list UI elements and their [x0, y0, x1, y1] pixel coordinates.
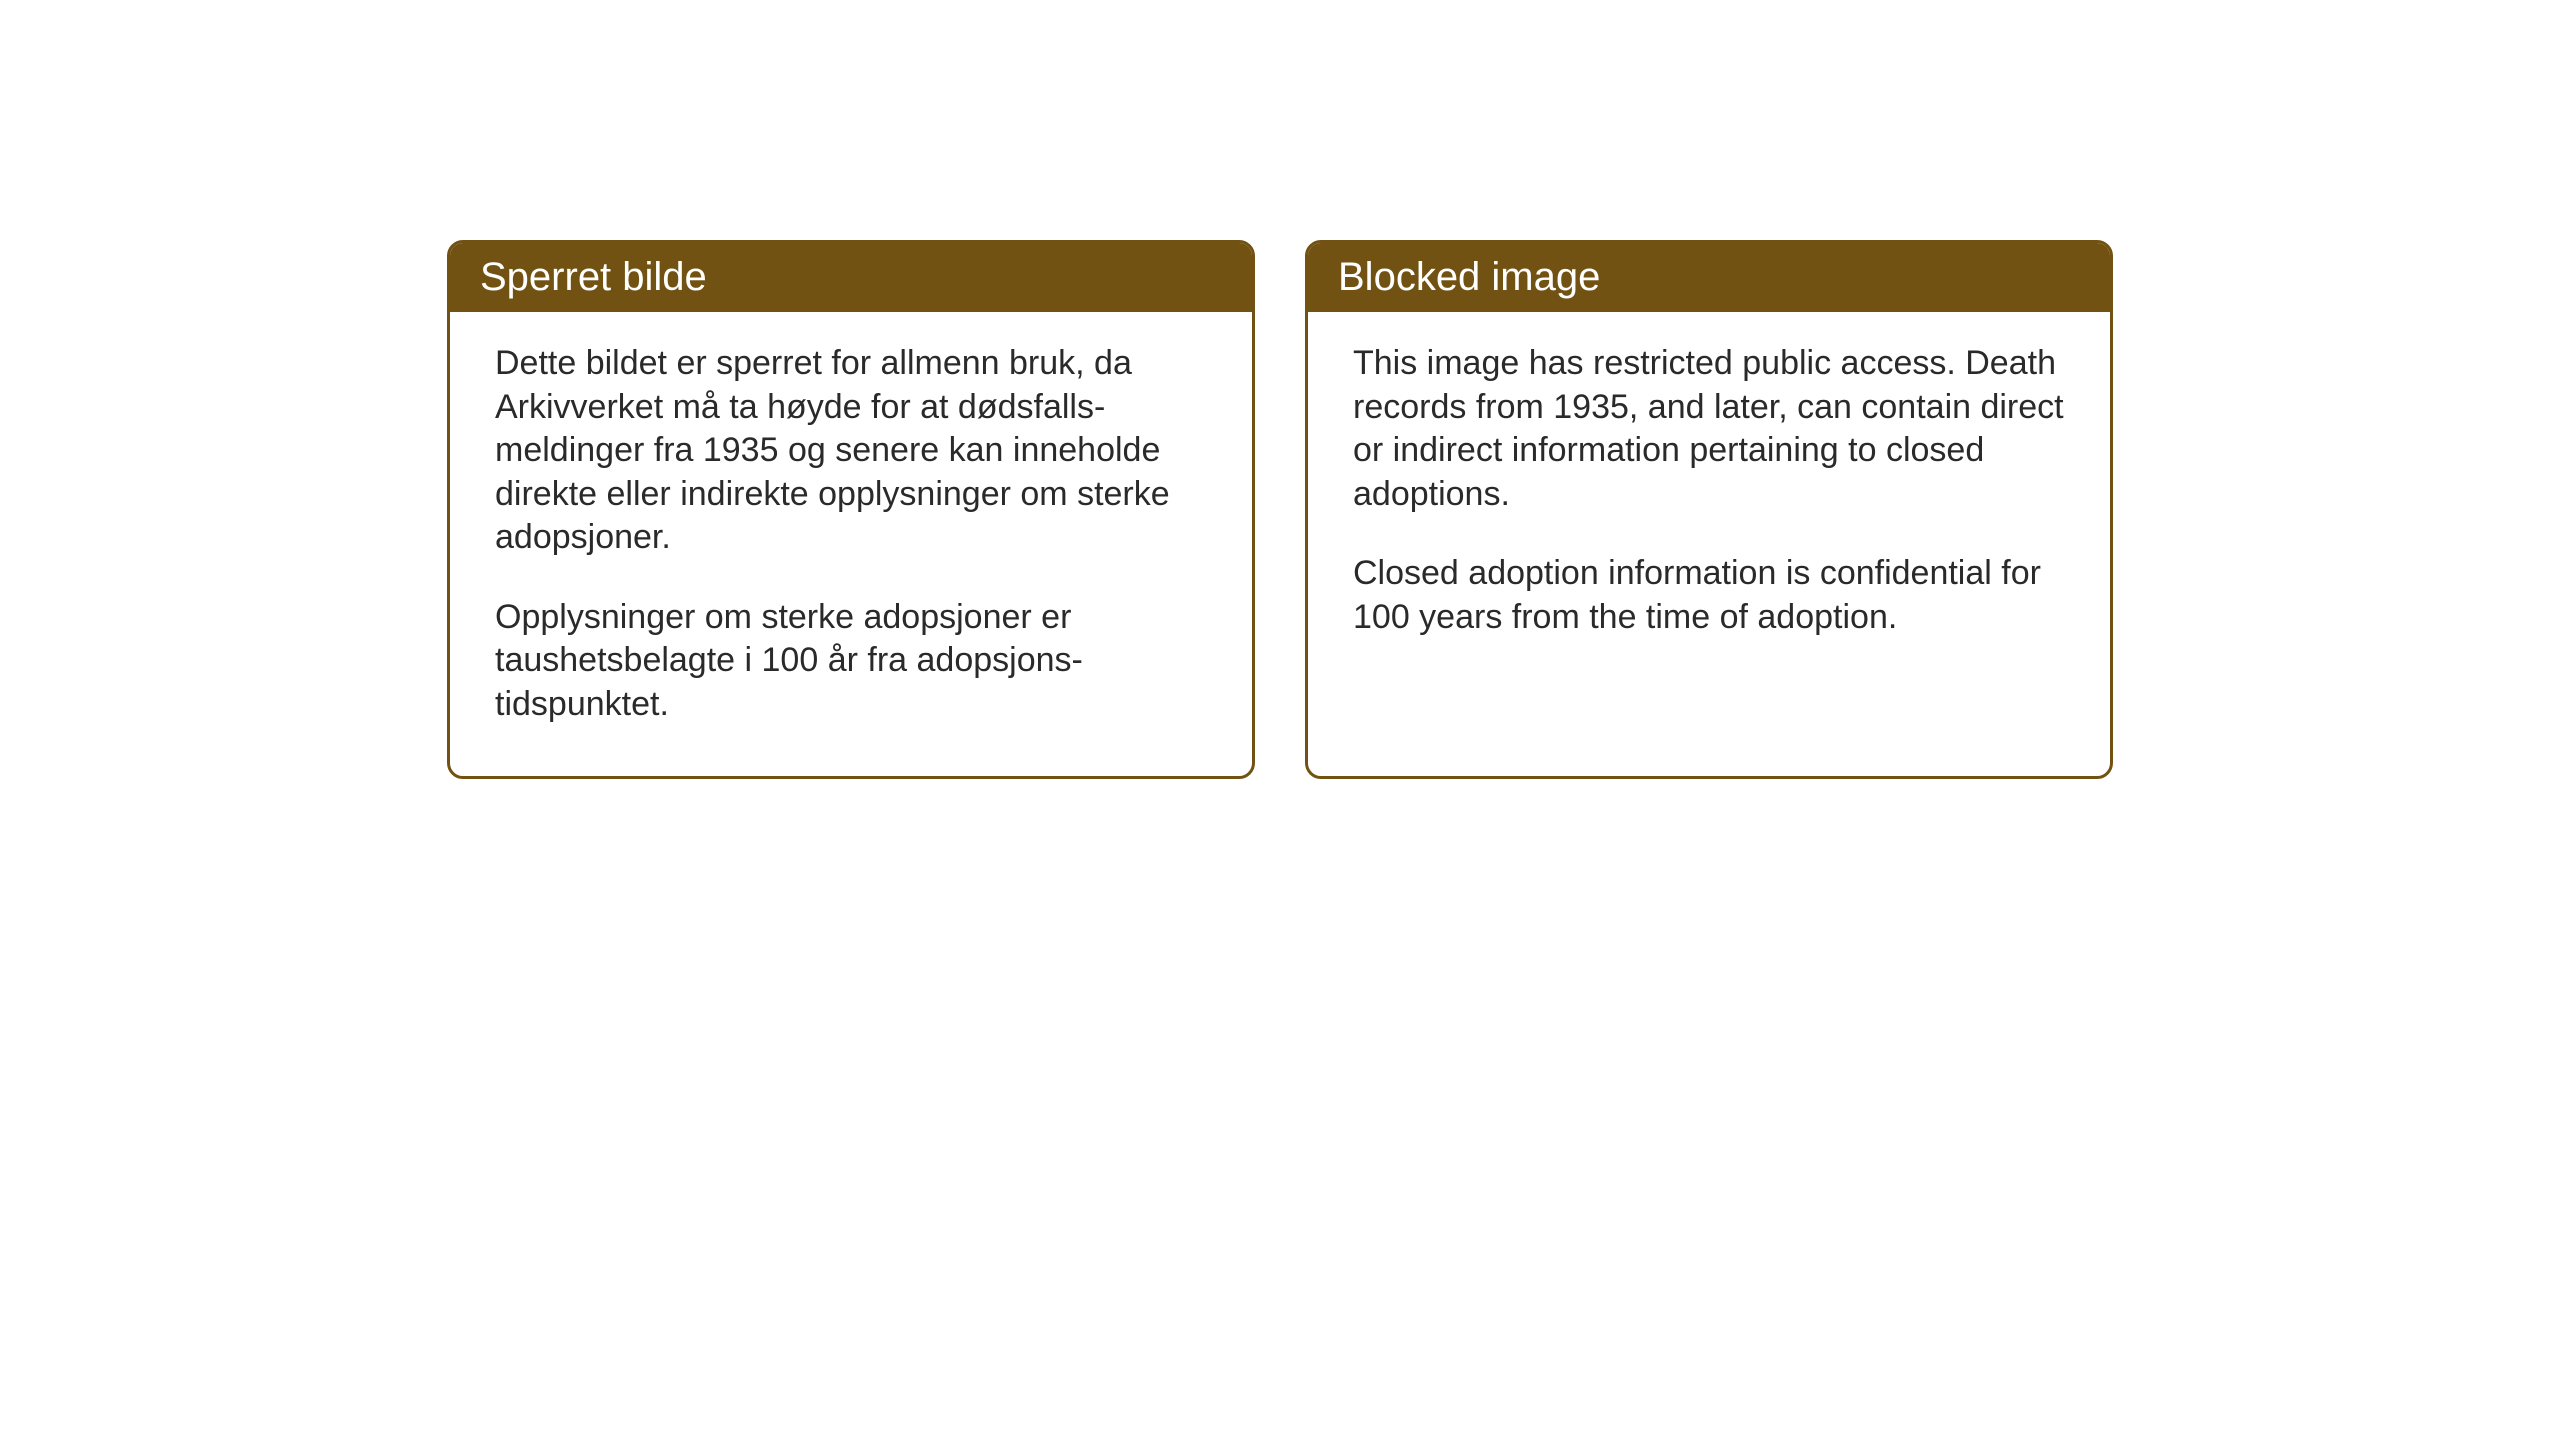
notice-paragraph-norwegian-2: Opplysninger om sterke adopsjoner er tau…	[495, 596, 1207, 727]
notice-card-english: Blocked image This image has restricted …	[1305, 240, 2113, 779]
notice-card-norwegian: Sperret bilde Dette bildet er sperret fo…	[447, 240, 1255, 779]
notice-header-norwegian: Sperret bilde	[450, 243, 1252, 312]
notice-body-english: This image has restricted public access.…	[1308, 312, 2110, 689]
notice-header-english: Blocked image	[1308, 243, 2110, 312]
notice-container: Sperret bilde Dette bildet er sperret fo…	[447, 240, 2113, 779]
notice-body-norwegian: Dette bildet er sperret for allmenn bruk…	[450, 312, 1252, 776]
notice-paragraph-english-1: This image has restricted public access.…	[1353, 342, 2065, 516]
notice-paragraph-norwegian-1: Dette bildet er sperret for allmenn bruk…	[495, 342, 1207, 560]
notice-paragraph-english-2: Closed adoption information is confident…	[1353, 552, 2065, 639]
